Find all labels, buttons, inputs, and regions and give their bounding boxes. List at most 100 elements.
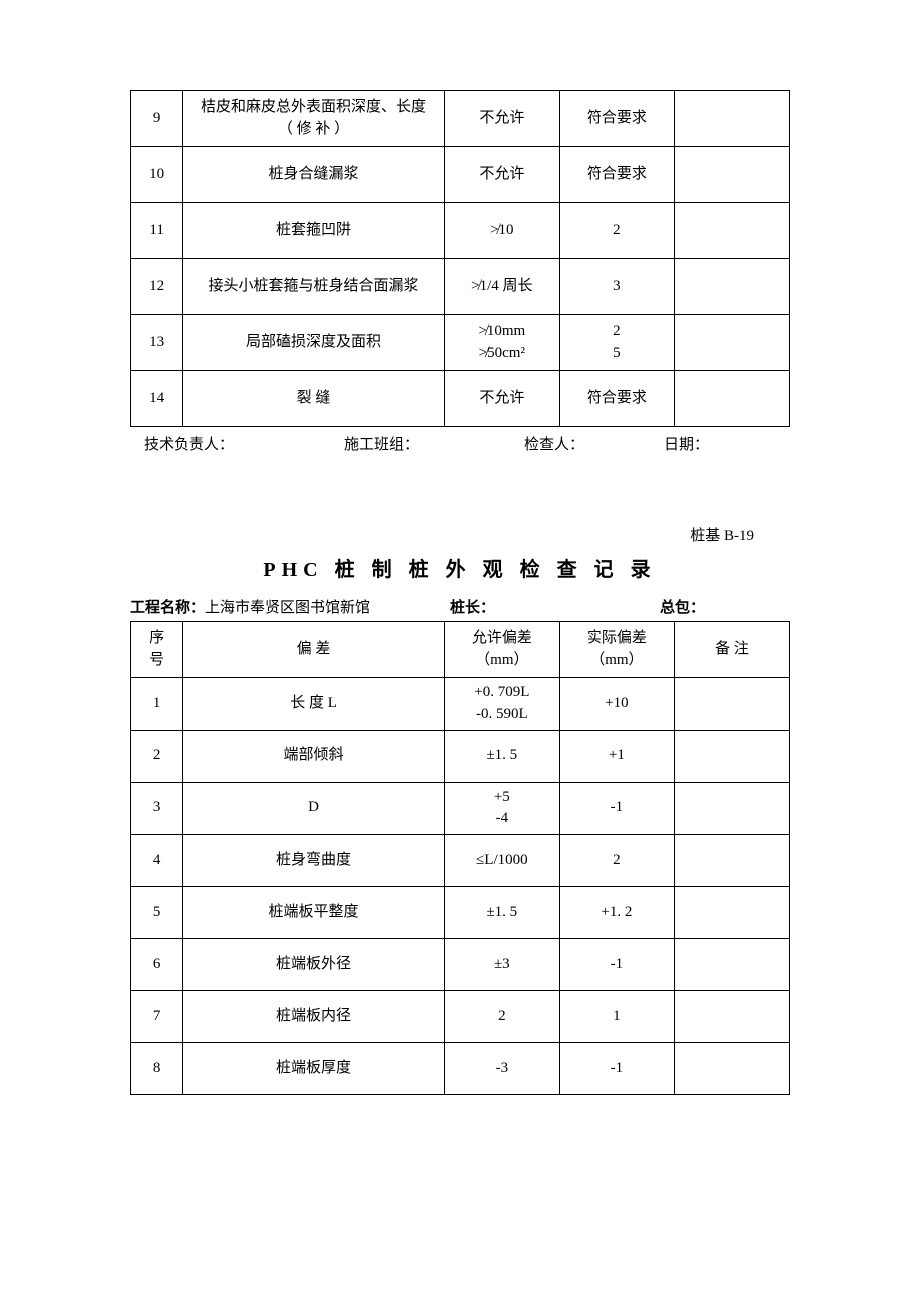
table-row: 2端部倾斜±1. 5+1 xyxy=(131,730,790,782)
cell-item: 桩身弯曲度 xyxy=(183,835,445,887)
cell-tol: ≯1/4 周长 xyxy=(444,259,559,315)
table-row: 10桩身合缝漏浆不允许符合要求 xyxy=(131,147,790,203)
cell-actual: +1. 2 xyxy=(559,887,674,939)
cell-no: 6 xyxy=(131,939,183,991)
table-row: 8桩端板厚度-3-1 xyxy=(131,1043,790,1095)
cell-note xyxy=(674,991,789,1043)
table-row: 13局部磕损深度及面积≯10mm≯50cm²25 xyxy=(131,315,790,371)
cell-actual: +1 xyxy=(559,730,674,782)
cell-no: 7 xyxy=(131,991,183,1043)
signature-line: 技术负责人： 施工班组： 检查人： 日期： xyxy=(130,433,790,454)
cell-note xyxy=(674,939,789,991)
cell-actual: -1 xyxy=(559,782,674,835)
cell-note xyxy=(674,678,789,731)
cell-no: 1 xyxy=(131,678,183,731)
th-tolerance: 允许偏差（mm） xyxy=(444,622,559,678)
cell-tol: ±1. 5 xyxy=(444,730,559,782)
table-row: 6桩端板外径±3-1 xyxy=(131,939,790,991)
cell-note xyxy=(674,371,789,427)
cell-actual: 3 xyxy=(559,259,674,315)
cell-note xyxy=(674,259,789,315)
cell-no: 2 xyxy=(131,730,183,782)
cell-tol: ±1. 5 xyxy=(444,887,559,939)
cell-note xyxy=(674,91,789,147)
cell-actual: 符合要求 xyxy=(559,147,674,203)
th-deviation: 偏 差 xyxy=(183,622,445,678)
cell-item: 局部磕损深度及面积 xyxy=(183,315,445,371)
th-seq: 序号 xyxy=(131,622,183,678)
cell-note xyxy=(674,203,789,259)
th-actual: 实际偏差（mm） xyxy=(559,622,674,678)
cell-note xyxy=(674,887,789,939)
cell-note xyxy=(674,1043,789,1095)
inspection-table-1: 9桔皮和麻皮总外表面积深度、长度（ 修 补 ）不允许符合要求10桩身合缝漏浆不允… xyxy=(130,90,790,427)
meta-length-label: 桩长： xyxy=(450,596,660,617)
cell-no: 4 xyxy=(131,835,183,887)
cell-item: 桩端板厚度 xyxy=(183,1043,445,1095)
cell-item: 桩端板平整度 xyxy=(183,887,445,939)
cell-note xyxy=(674,315,789,371)
cell-item: 裂 缝 xyxy=(183,371,445,427)
cell-no: 9 xyxy=(131,91,183,147)
cell-actual: 符合要求 xyxy=(559,371,674,427)
table-row: 9桔皮和麻皮总外表面积深度、长度（ 修 补 ）不允许符合要求 xyxy=(131,91,790,147)
cell-tol: 不允许 xyxy=(444,91,559,147)
cell-actual: 符合要求 xyxy=(559,91,674,147)
cell-no: 11 xyxy=(131,203,183,259)
cell-note xyxy=(674,730,789,782)
cell-tol: ≯10 xyxy=(444,203,559,259)
cell-item: 桩端板外径 xyxy=(183,939,445,991)
page-title: PHC 桩 制 桩 外 观 检 查 记 录 xyxy=(130,553,790,582)
table-row: 1长 度 L+0. 709L-0. 590L+10 xyxy=(131,678,790,731)
cell-no: 13 xyxy=(131,315,183,371)
cell-item: D xyxy=(183,782,445,835)
cell-no: 14 xyxy=(131,371,183,427)
cell-note xyxy=(674,147,789,203)
cell-item: 桩端板内径 xyxy=(183,991,445,1043)
sig-date: 日期： xyxy=(664,433,764,454)
cell-item: 桔皮和麻皮总外表面积深度、长度（ 修 补 ） xyxy=(183,91,445,147)
cell-item: 端部倾斜 xyxy=(183,730,445,782)
cell-tol: ≤L/1000 xyxy=(444,835,559,887)
inspection-table-2: 序号 偏 差 允许偏差（mm） 实际偏差（mm） 备 注 1长 度 L+0. 7… xyxy=(130,621,790,1095)
cell-no: 8 xyxy=(131,1043,183,1095)
cell-actual: 2 xyxy=(559,835,674,887)
table-row: 11桩套箍凹阱≯102 xyxy=(131,203,790,259)
cell-note xyxy=(674,782,789,835)
cell-actual: -1 xyxy=(559,1043,674,1095)
cell-no: 12 xyxy=(131,259,183,315)
cell-tol: +0. 709L-0. 590L xyxy=(444,678,559,731)
sig-inspector: 检查人： xyxy=(524,433,664,454)
cell-item: 桩套箍凹阱 xyxy=(183,203,445,259)
table-row: 14裂 缝不允许符合要求 xyxy=(131,371,790,427)
cell-no: 5 xyxy=(131,887,183,939)
table-row: 7桩端板内径21 xyxy=(131,991,790,1043)
cell-item: 接头小桩套箍与桩身结合面漏浆 xyxy=(183,259,445,315)
cell-tol: ±3 xyxy=(444,939,559,991)
cell-tol: -3 xyxy=(444,1043,559,1095)
sig-tech: 技术负责人： xyxy=(144,433,344,454)
meta-project-value: 上海市奉贤区图书馆新馆 xyxy=(205,600,370,616)
table-row: 12接头小桩套箍与桩身结合面漏浆≯1/4 周长3 xyxy=(131,259,790,315)
cell-tol: 2 xyxy=(444,991,559,1043)
cell-item: 长 度 L xyxy=(183,678,445,731)
cell-no: 3 xyxy=(131,782,183,835)
sig-team: 施工班组： xyxy=(344,433,524,454)
meta-project-label: 工程名称： xyxy=(130,600,205,616)
meta-line: 工程名称：上海市奉贤区图书馆新馆 桩长： 总包： xyxy=(130,596,790,617)
cell-tol: ≯10mm≯50cm² xyxy=(444,315,559,371)
cell-item: 桩身合缝漏浆 xyxy=(183,147,445,203)
doc-code: 桩基 B-19 xyxy=(130,524,790,545)
cell-actual: 2 xyxy=(559,203,674,259)
cell-tol: 不允许 xyxy=(444,371,559,427)
table-row: 5桩端板平整度±1. 5+1. 2 xyxy=(131,887,790,939)
table-header-row: 序号 偏 差 允许偏差（mm） 实际偏差（mm） 备 注 xyxy=(131,622,790,678)
cell-actual: -1 xyxy=(559,939,674,991)
th-note: 备 注 xyxy=(674,622,789,678)
cell-note xyxy=(674,835,789,887)
cell-no: 10 xyxy=(131,147,183,203)
meta-contractor-label: 总包： xyxy=(660,596,790,617)
cell-tol: +5-4 xyxy=(444,782,559,835)
table-row: 4桩身弯曲度≤L/10002 xyxy=(131,835,790,887)
meta-project: 工程名称：上海市奉贤区图书馆新馆 xyxy=(130,596,450,617)
